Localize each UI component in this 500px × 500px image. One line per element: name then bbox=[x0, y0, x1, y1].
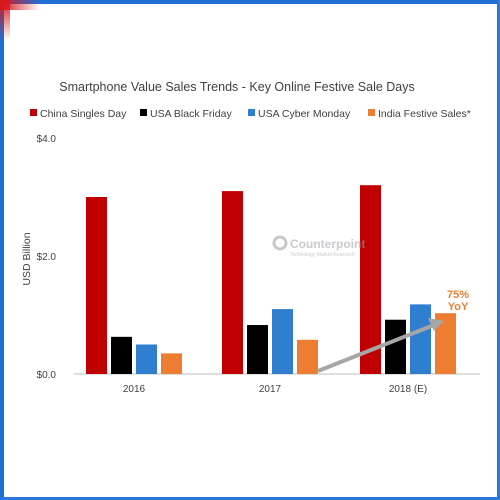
bar bbox=[111, 336, 132, 374]
watermark-name: Counterpoint bbox=[290, 237, 365, 251]
yoy-label: YoY bbox=[448, 301, 469, 313]
legend-swatch bbox=[140, 109, 147, 116]
legend-swatch bbox=[368, 109, 375, 116]
frame-border-right bbox=[497, 0, 500, 500]
counterpoint-watermark: Counterpoint Technology Market Research bbox=[272, 235, 365, 258]
yoy-percent: 75% bbox=[447, 289, 469, 301]
legend-label: USA Black Friday bbox=[150, 108, 232, 120]
legend-swatch bbox=[30, 109, 37, 116]
x-tick-label: 2018 (E) bbox=[389, 384, 427, 395]
legend-label: USA Cyber Monday bbox=[258, 108, 351, 120]
y-axis-ticks: $0.0 $2.0 $4.0 bbox=[37, 134, 57, 381]
bar bbox=[136, 344, 157, 374]
bar bbox=[410, 304, 431, 374]
y-axis-label: USD Billion bbox=[21, 232, 33, 285]
legend-label: India Festive Sales* bbox=[378, 108, 471, 120]
bar bbox=[86, 197, 107, 374]
bar bbox=[161, 353, 182, 374]
y-tick-label: $4.0 bbox=[37, 134, 57, 145]
frame-border-left bbox=[0, 0, 4, 500]
bar bbox=[222, 191, 243, 374]
y-tick-label: $0.0 bbox=[37, 370, 57, 381]
x-tick-label: 2016 bbox=[123, 384, 146, 395]
yoy-annotation: 75% YoY bbox=[317, 289, 469, 373]
counterpoint-logo-icon bbox=[272, 235, 288, 251]
bar bbox=[272, 309, 293, 374]
corner-accent-horizontal bbox=[0, 0, 40, 10]
bar bbox=[435, 313, 456, 374]
bar bbox=[360, 185, 381, 374]
x-tick-label: 2017 bbox=[259, 384, 282, 395]
chart-title: Smartphone Value Sales Trends - Key Onli… bbox=[59, 80, 415, 94]
corner-accent bbox=[0, 0, 10, 40]
frame-border-bottom bbox=[0, 497, 500, 500]
growth-arrow bbox=[317, 323, 435, 373]
growth-arrow-head bbox=[428, 318, 444, 331]
bars bbox=[86, 185, 456, 374]
legend-label: China Singles Day bbox=[40, 108, 127, 120]
bar bbox=[247, 325, 268, 374]
legend-swatch bbox=[248, 109, 255, 116]
legend: China Singles Day USA Black Friday USA Cyb… bbox=[30, 108, 471, 120]
frame-border-top bbox=[0, 0, 500, 4]
bar bbox=[385, 319, 406, 374]
bar bbox=[297, 339, 318, 374]
x-axis-ticks: 2016 2017 2018 (E) bbox=[123, 384, 427, 395]
y-tick-label: $2.0 bbox=[37, 252, 57, 263]
watermark-tagline: Technology Market Research bbox=[290, 252, 355, 258]
